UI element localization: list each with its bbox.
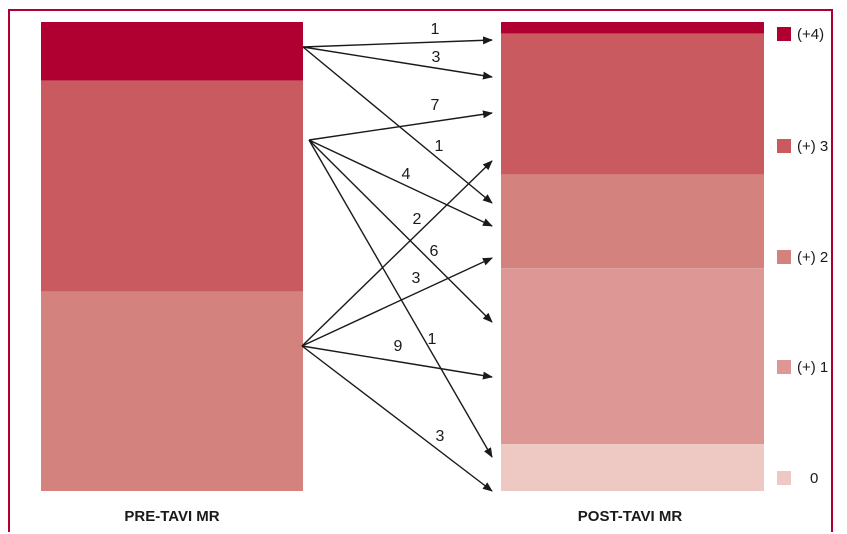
legend-label-2: (+) 2 (797, 249, 828, 266)
legend-label-4: (+4) (797, 26, 824, 43)
flow-arrow-2-to-2 (301, 257, 493, 347)
flow-arrow-2-to-1 (301, 345, 493, 380)
legend-label-1: (+) 1 (797, 359, 828, 376)
legend-swatch-2 (777, 250, 791, 264)
post-bar-segment-2 (501, 174, 764, 269)
flow-arrow-3-to-0 (308, 139, 493, 458)
flow-arrow-2-to-0 (301, 345, 493, 492)
flow-arrow-4-to-3 (302, 46, 493, 80)
legend-swatch-3 (777, 139, 791, 153)
flow-label-3-to-2: 4 (402, 166, 411, 183)
flow-label-3-to-0: 1 (428, 331, 437, 348)
flow-arrow-4-to-2 (302, 46, 493, 204)
flow-label-4-to-4: 1 (431, 21, 440, 38)
post-bar-segment-1 (501, 268, 764, 445)
flow-label-4-to-2: 1 (435, 138, 444, 155)
legend-swatch-1 (777, 360, 791, 374)
legend-label-0: 0 (810, 470, 818, 487)
flow-arrow-3-to-2 (308, 139, 493, 227)
flow-arrow-3-to-3 (308, 110, 493, 141)
flow-arrow-4-to-4 (302, 36, 493, 48)
post-bar-segment-3 (501, 33, 764, 175)
pre-tavi-label: PRE-TAVI MR (124, 508, 219, 525)
pre-bar-segment-4 (41, 22, 303, 81)
flow-arrow-3-to-1 (308, 139, 493, 323)
pre-bar-segment-3 (41, 80, 303, 292)
flow-label-2-to-0: 3 (436, 428, 445, 445)
post-bar-segment-0 (501, 444, 764, 491)
post-tavi-label: POST-TAVI MR (578, 508, 683, 525)
legend-swatch-4 (777, 27, 791, 41)
flow-arrow-2-to-3 (301, 160, 493, 347)
legend-label-3: (+) 3 (797, 138, 828, 155)
flow-label-3-to-3: 7 (431, 97, 440, 114)
pre-bar-segment-2 (41, 291, 303, 491)
flow-label-2-to-3: 2 (413, 211, 422, 228)
flow-label-2-to-2: 3 (412, 270, 421, 287)
chart-frame (8, 9, 833, 532)
legend-swatch-0 (777, 471, 791, 485)
post-bar-segment-4 (501, 22, 764, 34)
flow-label-4-to-3: 3 (432, 49, 441, 66)
flow-label-2-to-1: 9 (394, 338, 403, 355)
flow-label-3-to-1: 6 (430, 243, 439, 260)
